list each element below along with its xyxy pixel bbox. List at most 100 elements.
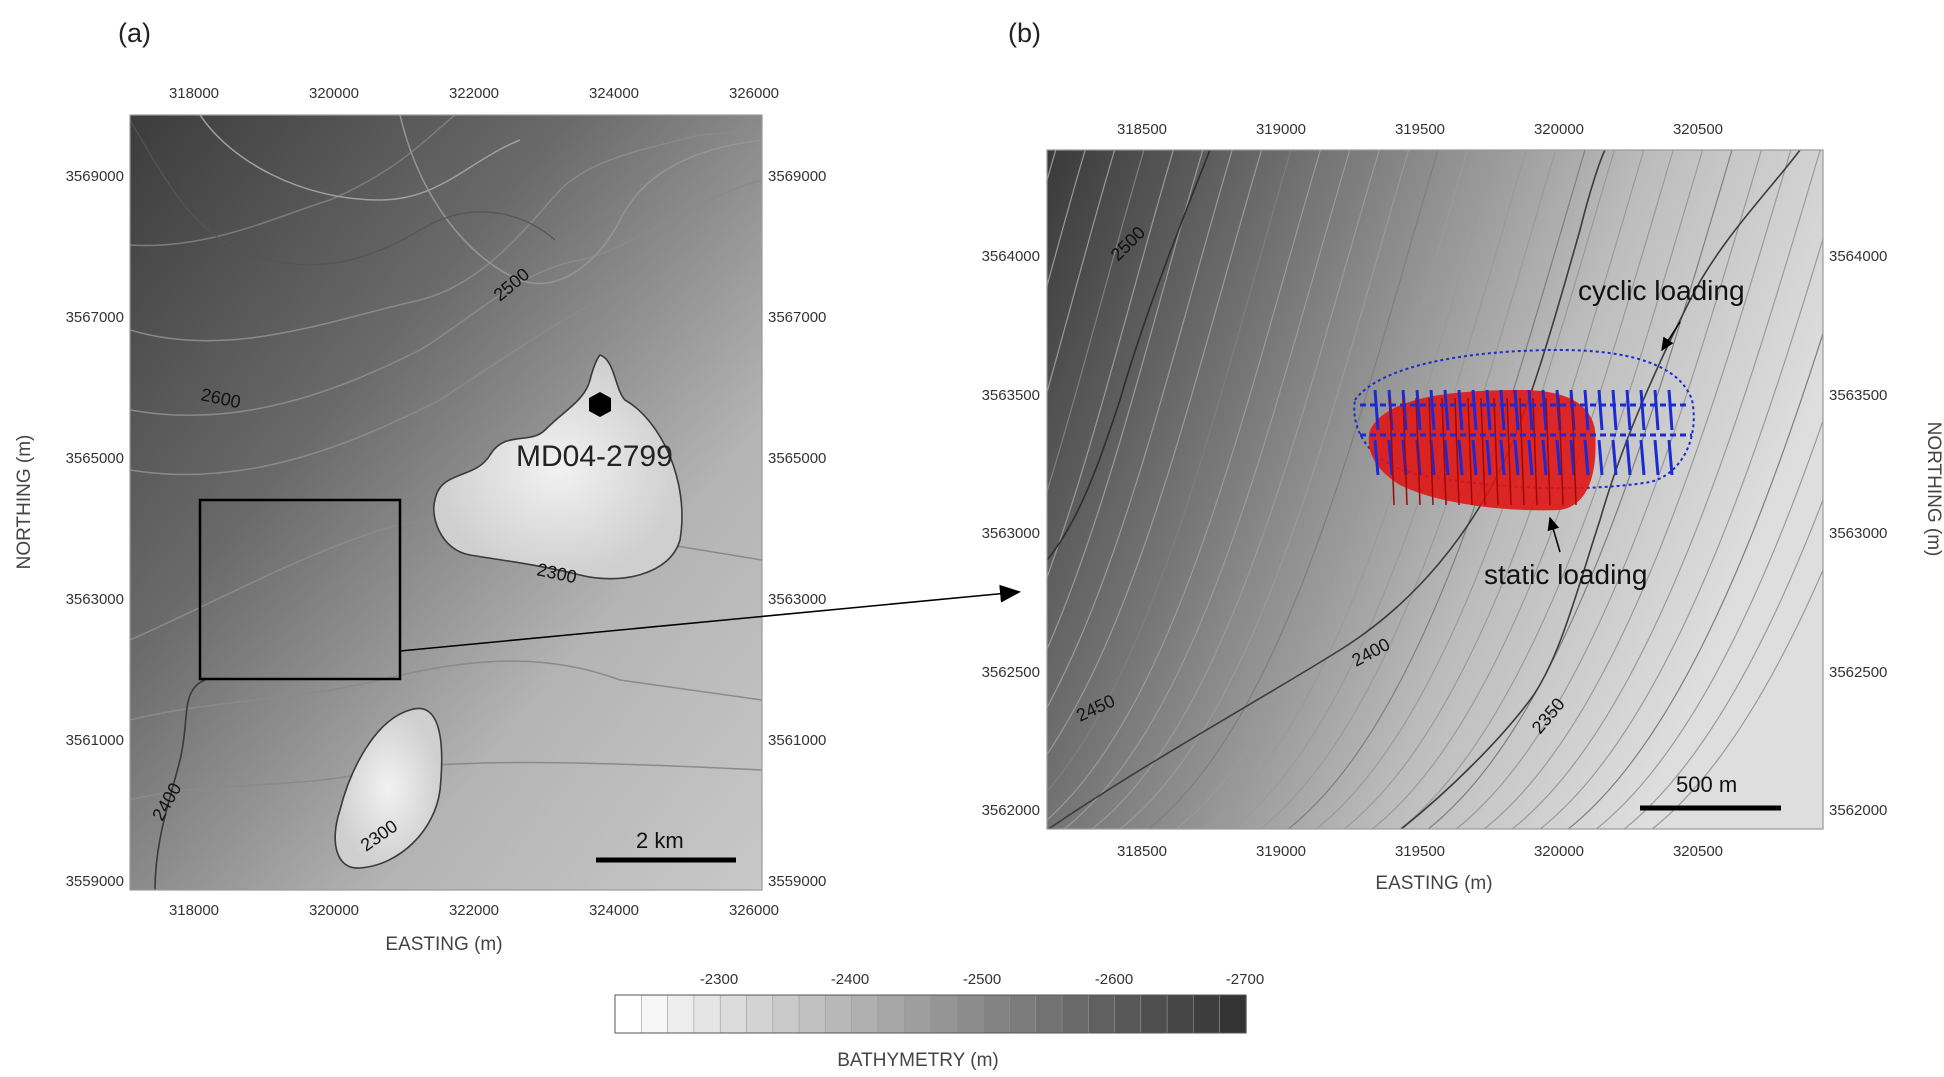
inset-arrow [399, 584, 1021, 652]
cyclic-slip-line [1499, 439, 1506, 476]
bathymetry-contour-line [1047, 150, 1086, 289]
bathymetry-contour-line [727, 150, 997, 830]
panel-b-xtick-top: 319500 [1395, 121, 1445, 138]
cyclic-slip-line [1653, 389, 1660, 431]
panel-b-xtick-bottom: 319500 [1395, 843, 1445, 860]
cyclic-slip-line [1597, 439, 1604, 476]
panel-a-south-knoll [334, 707, 443, 869]
cyclic-slip-line [1527, 389, 1534, 431]
panel-b-northing-ticks-right: 3564000 3563500 3563000 3562500 3562000 [1829, 248, 1887, 819]
panel-b-ylabel: NORTHING (m) [1923, 422, 1944, 557]
panel-a-contours [130, 115, 762, 801]
panel-b-label: (b) [1008, 18, 1041, 48]
colorbar-swatch [1088, 994, 1116, 1034]
panel-a-ytick-right: 3567000 [768, 309, 826, 326]
cyclic-slip-line [1471, 389, 1478, 431]
panel-a-ytick-right: 3561000 [768, 732, 826, 749]
static-slip-line [1506, 397, 1512, 506]
bathymetry-contour-line [1063, 150, 1351, 829]
cyclic-slip-line [1583, 439, 1590, 476]
panel-a-xlabel: EASTING (m) [385, 934, 502, 955]
static-slip-line [1467, 397, 1473, 506]
static-slip-line [1545, 397, 1551, 506]
panel-b-ytick-left: 3563500 [982, 387, 1040, 404]
static-slip-line [1571, 397, 1577, 506]
panel-b-bold-contours [1047, 150, 1801, 829]
panel-a-easting-ticks-bottom: 318000 320000 322000 324000 326000 [169, 902, 779, 919]
bathymetry-contour-line [1287, 150, 1586, 829]
static-slip-line [1415, 397, 1421, 506]
panel-a-ylabel: NORTHING (m) [14, 435, 35, 570]
panel-a-northing-ticks-left: 3569000 3567000 3565000 3563000 3561000 … [66, 168, 124, 890]
static-zone [1368, 390, 1596, 511]
colorbar-tick: -2300 [700, 971, 738, 988]
bathymetry-contour-line [1567, 331, 1823, 829]
panel-b-ytick-right: 3562000 [1829, 802, 1887, 819]
panel-b-frame [1046, 149, 1824, 830]
colorbar-swatch [930, 994, 958, 1034]
cyclic-slip-line [1611, 389, 1618, 431]
failure-zones [1353, 348, 1695, 511]
colorbar-swatch [614, 994, 643, 1034]
panel-a-map: 2500 2600 2300 2400 2300 MD04-2799 2 km [129, 114, 763, 891]
panel-a-xtick-bottom: 322000 [449, 902, 499, 919]
bathymetry-contour-line [1539, 237, 1823, 829]
bathymetry-contour-line [1315, 150, 1615, 829]
panel-a-ytick-left: 3559000 [66, 873, 124, 890]
bathymetry-contour-line [1047, 150, 1204, 651]
panel-a-ytick-right: 3565000 [768, 450, 826, 467]
panel-a-ytick-left: 3561000 [66, 732, 124, 749]
bathymetry-contour-line [1203, 150, 1498, 829]
colorbar-swatch [903, 994, 932, 1034]
panel-a-ytick-right: 3569000 [768, 168, 826, 185]
cyclic-slip-line [1513, 439, 1520, 476]
panel-a-scale-label: 2 km [636, 828, 684, 853]
panel-b-xtick-top: 320500 [1673, 121, 1723, 138]
panel-a-ytick-left: 3563000 [66, 591, 124, 608]
cyclic-slip-line [1583, 389, 1590, 431]
panel-a-ytick-left: 3569000 [66, 168, 124, 185]
panel-b-ytick-right: 3563000 [1829, 525, 1887, 542]
cyclic-slip-line [1457, 439, 1464, 476]
colorbar-tick: -2500 [963, 971, 1001, 988]
panel-a-xtick-top: 318000 [169, 85, 219, 102]
colorbar-swatch [667, 994, 695, 1034]
colorbar-swatch [693, 994, 722, 1034]
bathymetry-contour-line [1427, 150, 1733, 829]
colorbar-tick: -2600 [1095, 971, 1133, 988]
colorbar-swatch [982, 994, 1011, 1034]
cyclic-slip-line [1485, 389, 1492, 431]
cyclic-slip-line [1625, 439, 1632, 476]
colorbar-swatch [1219, 994, 1247, 1034]
colorbar-swatch [1166, 994, 1195, 1034]
colorbar-swatch [851, 994, 879, 1034]
annotation-static-loading: static loading [1484, 559, 1647, 590]
annotation-cyclic-loading: cyclic loading [1578, 275, 1745, 306]
static-slip-line [1389, 397, 1395, 506]
panel-a-xtick-bottom: 324000 [589, 902, 639, 919]
colorbar-swatch [746, 994, 774, 1034]
colorbar-swatch [1193, 994, 1221, 1034]
cyclic-slip-line [1415, 389, 1422, 431]
static-slip-line [1519, 397, 1525, 506]
bathymetry-contour-line [1047, 150, 1292, 793]
colorbar-frame [614, 994, 1247, 1034]
panel-a-frame [129, 114, 763, 891]
bathymetry-contour-line [1343, 150, 1645, 829]
panel-b-xlabel: EASTING (m) [1375, 873, 1492, 894]
cyclic-slip-line [1373, 439, 1380, 476]
colorbar-swatch [956, 994, 984, 1034]
static-slip-line [1441, 397, 1447, 506]
cyclic-slip-line [1597, 389, 1604, 431]
static-slip-line [1428, 397, 1434, 506]
cyclic-slip-line [1653, 439, 1660, 476]
bathymetry-contour-line [1047, 150, 1174, 580]
bathymetry-contour-line [1399, 150, 1704, 829]
bathymetry-contour-line [1047, 150, 1116, 395]
panel-a-ytick-left: 3567000 [66, 309, 124, 326]
bathymetry-contour-line [1595, 419, 1823, 829]
bathymetry-contour-line [1455, 150, 1762, 829]
panel-a-ytick-left: 3565000 [66, 450, 124, 467]
cyclic-slip-line [1429, 389, 1436, 431]
core-site-marker [589, 392, 611, 417]
